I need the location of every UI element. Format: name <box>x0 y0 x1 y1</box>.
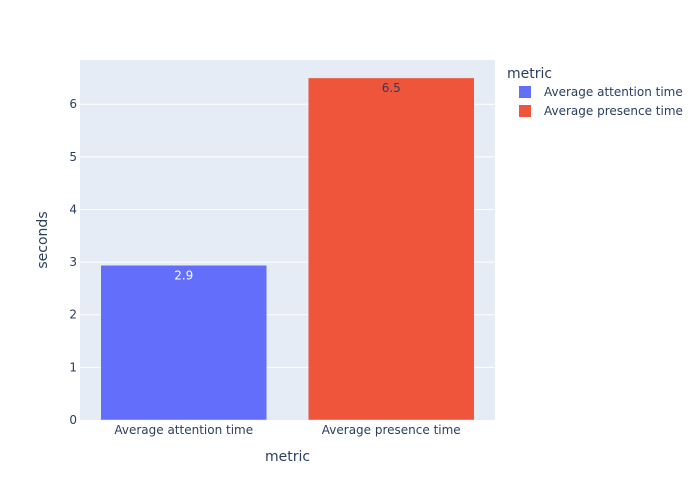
legend-title: metric <box>507 66 552 82</box>
x-tick-label: Average presence time <box>322 423 461 437</box>
legend-label: Average presence time <box>544 104 683 118</box>
legend[interactable]: metric Average attention time Average pre… <box>507 66 683 118</box>
y-axis-title: seconds <box>35 211 51 268</box>
y-tick-label: 5 <box>69 150 77 164</box>
legend-item[interactable]: Average presence time <box>519 104 683 118</box>
data-label: 6.5 <box>382 81 401 95</box>
bar[interactable] <box>308 77 475 421</box>
y-tick-label: 4 <box>69 202 77 216</box>
x-axis-ticks: Average attention time Average presence t… <box>114 423 460 437</box>
data-label: 2.9 <box>174 268 193 282</box>
x-tick-label: Average attention time <box>114 423 253 437</box>
legend-item[interactable]: Average attention time <box>519 85 683 99</box>
y-tick-label: 0 <box>69 413 77 427</box>
y-axis-ticks: 0 1 2 3 4 5 6 <box>69 97 77 427</box>
legend-swatch <box>519 86 531 98</box>
bars <box>100 77 475 421</box>
y-tick-label: 2 <box>69 308 77 322</box>
y-tick-label: 6 <box>69 97 77 111</box>
y-tick-label: 1 <box>69 360 77 374</box>
data-labels: 2.9 6.5 <box>174 81 401 282</box>
legend-label: Average attention time <box>544 85 683 99</box>
y-tick-label: 3 <box>69 255 77 269</box>
legend-swatch <box>519 105 531 117</box>
x-axis-title: metric <box>265 449 310 465</box>
bar[interactable] <box>100 265 267 421</box>
